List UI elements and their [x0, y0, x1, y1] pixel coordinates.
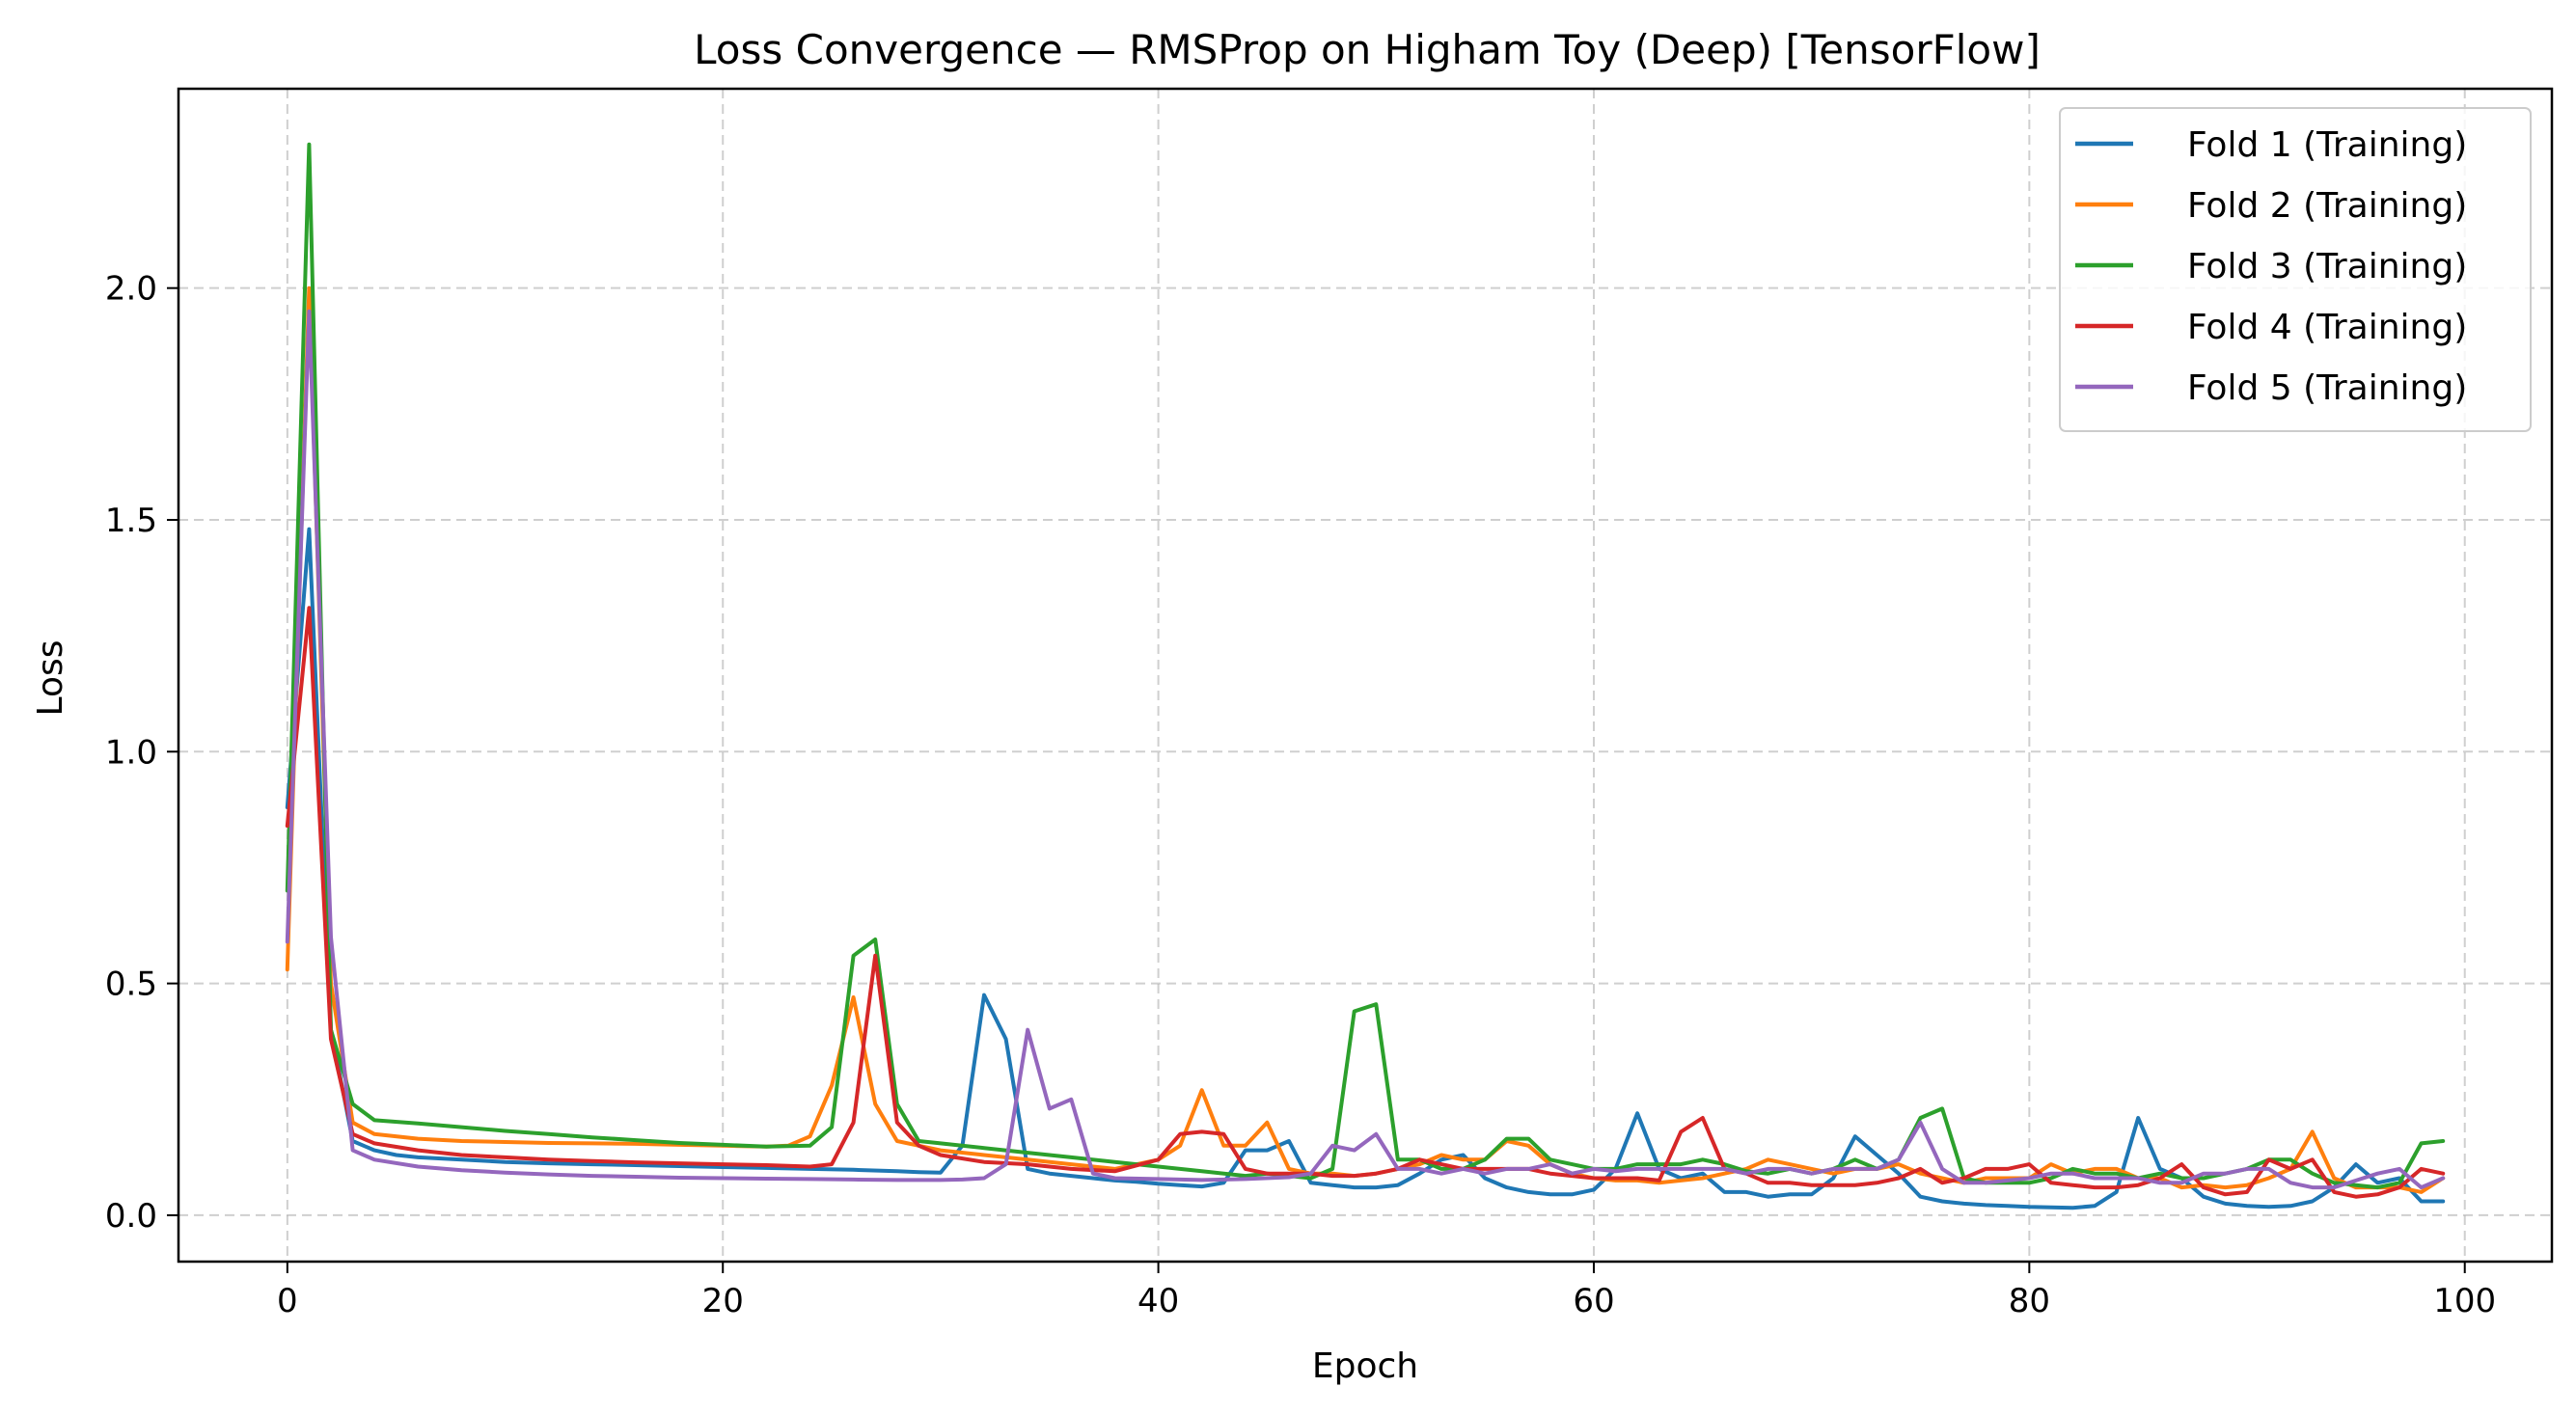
y-axis-label: Loss [31, 640, 70, 717]
y-tick-label: 2.0 [105, 270, 157, 309]
x-tick-label: 60 [1573, 1282, 1614, 1320]
x-tick-label: 100 [2433, 1282, 2496, 1320]
grid [178, 89, 2552, 1262]
y-tick-label: 1.5 [105, 502, 157, 540]
chart-title: Loss Convergence — RMSProp on Higham Toy… [694, 26, 2041, 73]
legend: Fold 1 (Training) Fold 2 (Training) Fold 3… [2059, 107, 2532, 432]
series-lines [285, 142, 2446, 1210]
x-axis-ticks: 0 20 40 60 80 100 [277, 1262, 2496, 1320]
legend-box [2059, 107, 2532, 432]
x-tick-label: 20 [702, 1282, 744, 1320]
plot-frame [177, 87, 2554, 1264]
y-tick-label: 1.0 [105, 733, 157, 772]
x-tick-label: 80 [2009, 1282, 2050, 1320]
x-tick-label: 0 [277, 1282, 298, 1320]
y-tick-label: 0.0 [105, 1197, 157, 1236]
x-axis-label: Epoch [1312, 1346, 1418, 1386]
y-tick-label: 0.5 [105, 965, 157, 1004]
series-line-fold-3 [285, 142, 2446, 1190]
legend-label: Fold 4 (Training) [2187, 308, 2467, 347]
series-line-fold-1 [285, 527, 2446, 1210]
series-line-fold-4 [285, 606, 2446, 1199]
x-tick-label: 40 [1137, 1282, 1179, 1320]
legend-label: Fold 5 (Training) [2187, 368, 2467, 408]
y-axis-ticks: 0.0 0.5 1.0 1.5 2.0 [105, 270, 178, 1236]
legend-label: Fold 1 (Training) [2187, 125, 2467, 165]
legend-label: Fold 2 (Training) [2187, 186, 2467, 226]
legend-label: Fold 3 (Training) [2187, 247, 2467, 286]
series-line-fold-5 [285, 309, 2446, 1190]
